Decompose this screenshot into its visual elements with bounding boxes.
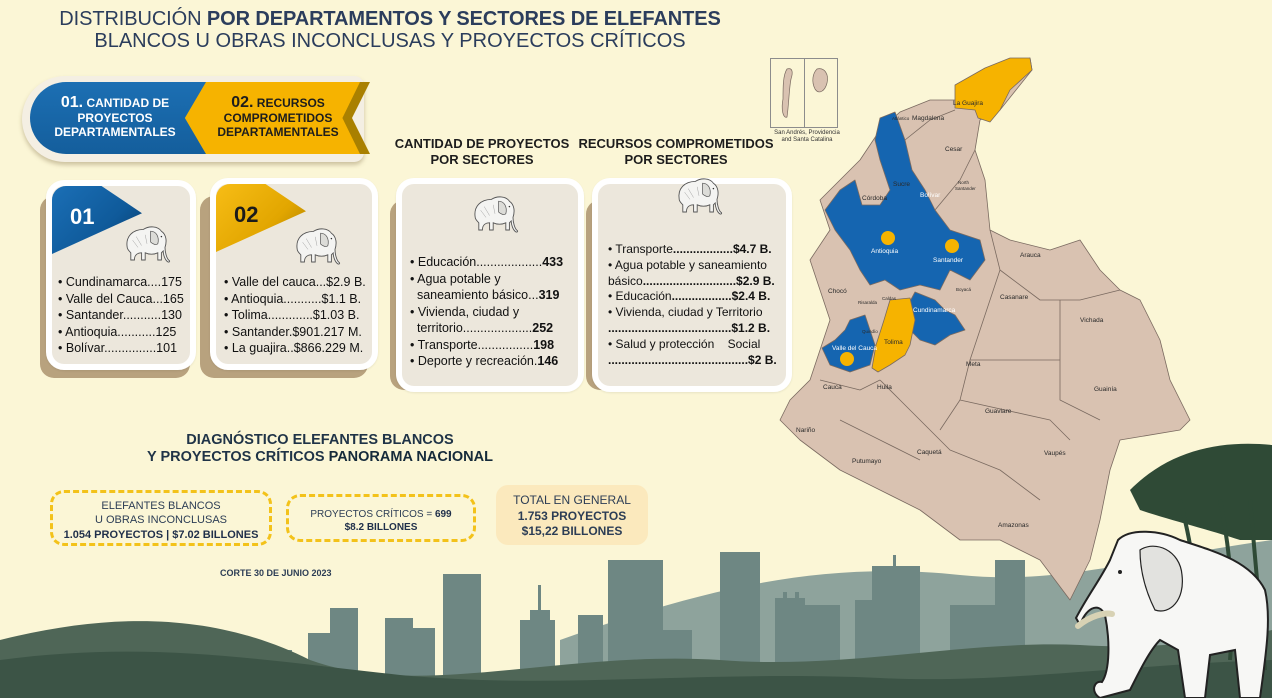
map-label-department: Tolima [884, 339, 903, 346]
map-label-department: Vichada [1080, 317, 1104, 324]
map-label-department: Arauca [1020, 252, 1041, 259]
white-elephant-illustration [1074, 443, 1272, 698]
san-andres-inset [770, 58, 838, 128]
map-label-department: Guaviare [985, 408, 1012, 415]
map-label-department: Atlántico [892, 116, 910, 121]
list-item: Antioquia...........125 [58, 324, 184, 341]
list-item: Tolima.............$1.03 B. [224, 307, 366, 324]
map-label-department: Meta [966, 361, 981, 368]
sector-resources-title: RECURSOS COMPROMETIDOS POR SECTORES [578, 136, 774, 168]
list-item: Educación..................$2.4 B. [608, 289, 788, 305]
list-item: Deporte y recreación.146 [410, 353, 582, 370]
list-item: Vivienda, ciudad y territorio...........… [410, 304, 582, 337]
map-label-department: Amazonas [998, 522, 1029, 529]
card-sector-resources: Transporte..................$4.7 B. Agua… [592, 178, 792, 392]
box-elefantes-blancos: ELEFANTES BLANCOS U OBRAS INCONCLUSAS 1.… [50, 490, 272, 546]
map-label-department: Cesar [945, 146, 963, 153]
tab-recursos-departamentales[interactable]: 02. RECURSOS COMPROMETIDOS DEPARTAMENTAL… [184, 82, 360, 154]
list-item: Cundinamarca....175 [58, 274, 184, 291]
map-label-department: Boyacá [956, 287, 972, 292]
list-item: Salud y protección Social [608, 337, 788, 353]
map-label-department: Sucre [893, 181, 910, 188]
tab-cantidad-departamentales[interactable]: 01. CANTIDAD DE PROYECTOS DEPARTAMENTALE… [30, 82, 206, 154]
list-item: Agua potable y saneamiento [608, 258, 788, 274]
list-item: Transporte................198 [410, 337, 582, 354]
list-item: La guajira..$866.229 M. [224, 340, 366, 357]
map-label-department: Santander [933, 257, 963, 264]
title-line2: BLANCOS U OBRAS INCONCLUSAS Y PROYECTOS … [94, 30, 686, 53]
box-total-general: TOTAL EN GENERAL 1.753 PROYECTOS $15,22 … [496, 485, 648, 545]
map-label-department: Caquetá [917, 449, 942, 456]
list-item-cont: básico............................$2.9 B… [608, 273, 775, 288]
map-label-department: Guainía [1094, 386, 1117, 393]
map-label-department: Vaupés [1044, 450, 1066, 457]
box-proyectos-criticos: PROYECTOS CRÍTICOS = 699 $8.2 BILLONES [286, 494, 476, 542]
map-label-department: Huila [877, 384, 892, 391]
sector-resources-list: Transporte..................$4.7 B. Agua… [608, 242, 788, 369]
list-item: Valle del cauca...$2.9 B. [224, 274, 366, 291]
map-label-department: Santander [955, 186, 976, 191]
corte-date: CORTE 30 DE JUNIO 2023 [220, 568, 332, 578]
list-item: Santander.$901.217 M. [224, 324, 366, 341]
map-label-department: Quindío [862, 329, 878, 334]
list-item-cont: .....................................$1.… [608, 321, 771, 336]
inset-caption: San Andrés, Providencia and Santa Catali… [774, 130, 840, 144]
map-label-department: Córdoba [862, 195, 887, 202]
map-label-department: Caldas [882, 296, 897, 301]
list-item: Transporte..................$4.7 B. [608, 242, 788, 258]
map-label-department: Valle del Cauca [832, 345, 878, 352]
list-item-cont: ........................................… [608, 352, 777, 367]
dept-resources-list: Valle del cauca...$2.9 B. Antioquia.....… [224, 274, 366, 357]
title-regular: DISTRIBUCIÓN [59, 8, 207, 30]
dept-projects-list: Cundinamarca....175 Valle del Cauca...16… [58, 274, 184, 357]
map-label-department: La Guajira [953, 100, 983, 107]
list-item: Bolívar...............101 [58, 340, 184, 357]
card-sector-projects: Educación...................433 Agua pot… [396, 178, 584, 392]
card-dept-resources: 02 Valle del cauca...$2.9 B. Antioquia..… [210, 178, 378, 370]
list-item: Agua potable y saneamiento básico...319 [410, 271, 582, 304]
map-label-department: North [958, 180, 970, 185]
list-item: Vivienda, ciudad y Territorio [608, 305, 788, 321]
list-item: Antioquia...........$1.1 B. [224, 291, 366, 308]
list-item: Valle del Cauca...165 [58, 291, 184, 308]
map-label-department: Casanare [1000, 294, 1029, 301]
map-label-department: Cauca [823, 384, 842, 391]
list-item: Educación...................433 [410, 254, 582, 271]
sector-projects-list: Educación...................433 Agua pot… [410, 254, 582, 370]
map-label-department: Bolívar [920, 192, 941, 199]
card-dept-projects: 01 Cundinamarca....175 Valle del Cauca..… [46, 180, 196, 370]
title-bold: POR DEPARTAMENTOS Y SECTORES DE ELEFANTE… [206, 8, 721, 30]
map-label-department: Nariño [796, 427, 816, 434]
diagnostico-title: DIAGNÓSTICO ELEFANTES BLANCOS Y PROYECTO… [147, 432, 493, 466]
list-item: Santander...........130 [58, 307, 184, 324]
map-label-department: Cundinamarca [913, 307, 956, 314]
sector-projects-title: CANTIDAD DE PROYECTOS POR SECTORES [394, 136, 570, 168]
map-label-department: Risaralda [858, 300, 878, 305]
map-label-department: Antioquia [871, 248, 899, 255]
map-label-department: Magdalena [912, 115, 945, 122]
map-label-department: Putumayo [852, 458, 882, 465]
map-label-department: Chocó [828, 288, 847, 295]
page-title: DISTRIBUCIÓN POR DEPARTAMENTOS Y SECTORE… [0, 8, 780, 53]
